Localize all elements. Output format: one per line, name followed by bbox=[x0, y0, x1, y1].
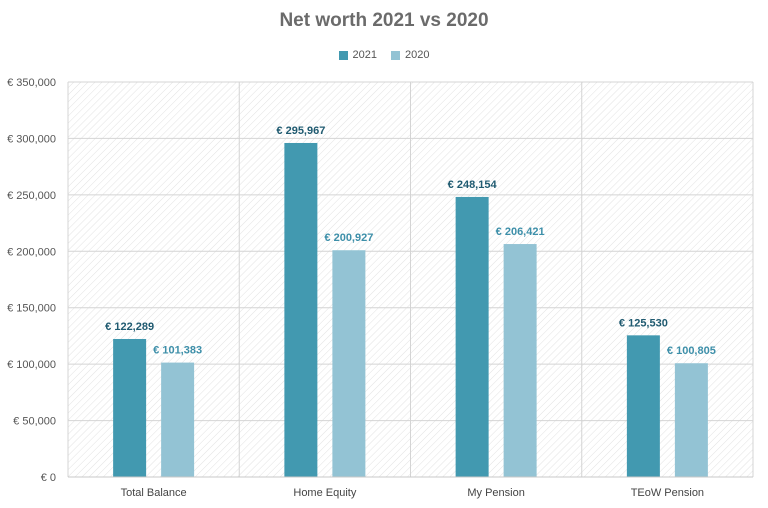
bar-2021-teow-pension[interactable] bbox=[626, 335, 660, 477]
bar-2021-total-balance[interactable] bbox=[113, 338, 147, 477]
y-axis: € 0 € 50,000 € 100,000 € 150,000 € 200,000 € … bbox=[7, 77, 56, 484]
y-tick-label: € 200,000 bbox=[7, 246, 56, 258]
x-tick-label: Home Equity bbox=[293, 487, 356, 499]
bar-2020-total-balance[interactable] bbox=[161, 362, 195, 477]
data-label: € 248,154 bbox=[448, 179, 498, 191]
y-tick-label: € 300,000 bbox=[7, 133, 56, 145]
legend-item-2021[interactable]: 2021 bbox=[338, 49, 377, 61]
y-tick-label: € 0 bbox=[41, 472, 56, 484]
bar-2021-my-pension[interactable] bbox=[455, 196, 489, 477]
data-label: € 100,805 bbox=[667, 345, 716, 357]
data-label: € 122,289 bbox=[105, 321, 154, 333]
x-tick-label: TEoW Pension bbox=[631, 487, 704, 499]
data-label: € 125,530 bbox=[619, 317, 668, 329]
chart-title: Net worth 2021 vs 2020 bbox=[279, 10, 489, 31]
bar-2020-my-pension[interactable] bbox=[503, 244, 537, 477]
x-axis: Total Balance Home Equity My Pension TEoW P… bbox=[68, 476, 753, 499]
y-tick-label: € 150,000 bbox=[7, 303, 56, 315]
x-tick-label: My Pension bbox=[467, 487, 524, 499]
x-tick-label: Total Balance bbox=[121, 487, 187, 499]
data-label: € 206,421 bbox=[496, 226, 545, 238]
legend-label: 2020 bbox=[405, 49, 430, 61]
data-labels: € 122,289 € 101,383 € 295,967 € 200,927 € 24… bbox=[105, 125, 716, 357]
data-label: € 295,967 bbox=[276, 125, 325, 137]
legend-item-2020[interactable]: 2020 bbox=[391, 49, 429, 61]
legend: 2021 2020 bbox=[0, 49, 768, 61]
bars bbox=[113, 142, 708, 477]
y-tick-label: € 100,000 bbox=[7, 359, 56, 371]
y-tick-label: € 350,000 bbox=[7, 77, 56, 89]
legend-swatch bbox=[391, 50, 400, 60]
data-label: € 101,383 bbox=[153, 345, 202, 357]
legend-swatch bbox=[338, 50, 348, 60]
legend-label: 2021 bbox=[352, 49, 377, 61]
bar-2020-teow-pension[interactable] bbox=[674, 363, 708, 477]
bar-2021-home-equity[interactable] bbox=[284, 142, 318, 477]
bar-2020-home-equity[interactable] bbox=[332, 250, 366, 477]
y-tick-label: € 250,000 bbox=[7, 190, 56, 202]
data-label: € 200,927 bbox=[324, 232, 373, 244]
y-tick-label: € 50,000 bbox=[13, 416, 56, 428]
